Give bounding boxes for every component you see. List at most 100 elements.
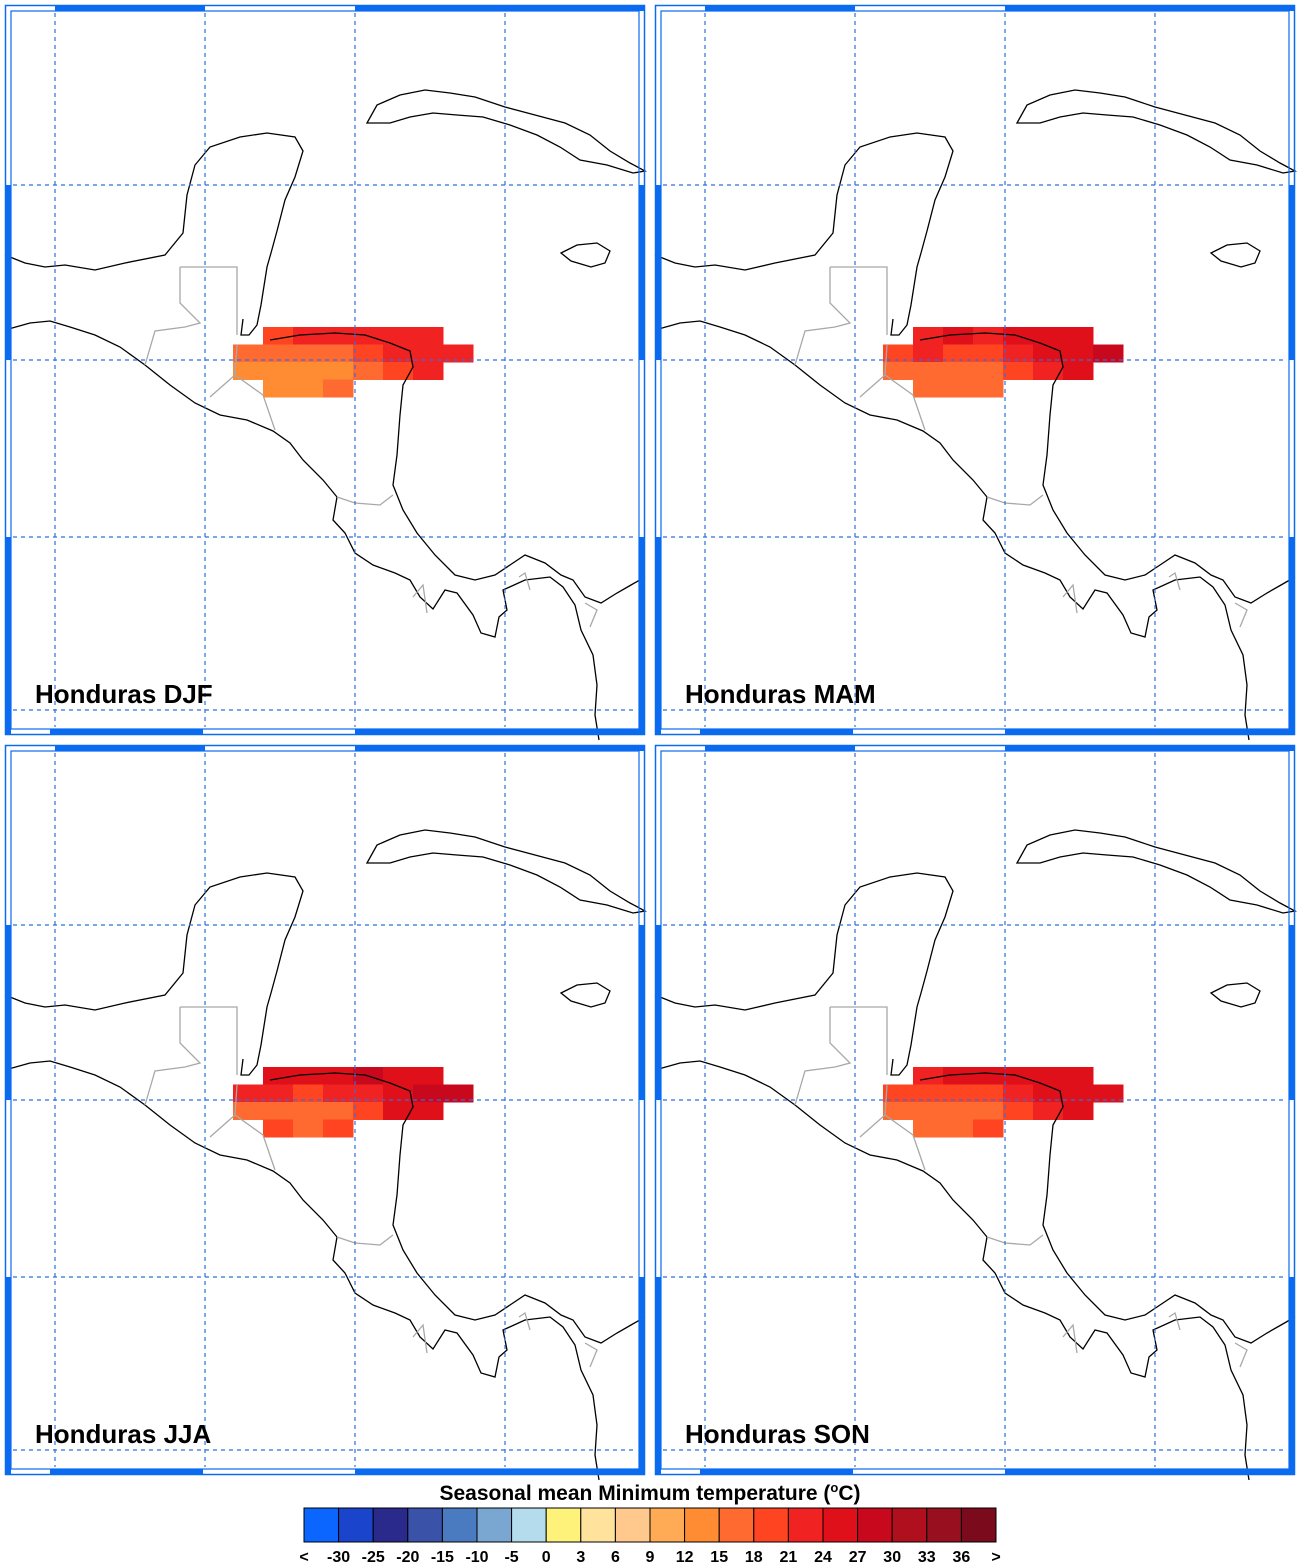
grid-cell [323, 1067, 354, 1085]
colorbar-tick-label: 6 [611, 1549, 620, 1566]
grid-cell [263, 1067, 294, 1085]
grid-cell [883, 1084, 914, 1103]
frame-ticks [655, 5, 1295, 735]
colorbar-tick-label: 15 [710, 1549, 728, 1566]
grid-cell [883, 362, 914, 380]
colorbar-swatch [787, 1507, 824, 1543]
colorbar-swatch [718, 1507, 755, 1543]
grid-cell [1003, 1084, 1034, 1103]
grid-cell [323, 1119, 354, 1138]
grid-cell [413, 327, 444, 345]
colorbar-title: Seasonal mean Minimum temperature (oC) [439, 1480, 861, 1505]
grid-cell [263, 1119, 294, 1138]
colorbar-tick-label: 24 [814, 1549, 832, 1566]
map-frame [654, 744, 1296, 1476]
grid-cell [1093, 344, 1124, 363]
colorbar-labels: < -30 -25 -20 -15 -10 -5 0 3 6 9 12 15 18 21 24 27 30 33 36… [299, 1549, 1000, 1566]
grid-cell [323, 1084, 354, 1103]
grid-cell [1063, 1102, 1094, 1120]
grid-cell [353, 362, 384, 380]
temperature-grid [883, 327, 1124, 398]
grid-cell [383, 1067, 414, 1085]
colorbar-tick-label: 33 [918, 1549, 936, 1566]
grid-cell [413, 344, 444, 363]
colorbar-swatch [372, 1507, 409, 1543]
colorbar-tick-label: 18 [745, 1549, 763, 1566]
frame-ticks [5, 5, 645, 735]
grid-cell [383, 327, 414, 345]
grid-cell [913, 1102, 944, 1120]
grid-cell [913, 362, 944, 380]
grid-cell [1063, 327, 1094, 345]
grid-cell [233, 344, 264, 363]
colorbar-swatch [545, 1507, 582, 1543]
grid-cell [913, 1084, 944, 1103]
grid-cell [1033, 362, 1064, 380]
grid-cell [263, 327, 294, 345]
grid-cell [293, 1084, 324, 1103]
grid-cell [943, 362, 974, 380]
grid-cell [353, 1102, 384, 1120]
grid-cell [913, 1119, 944, 1138]
grid-cell [973, 362, 1004, 380]
colorbar-tick-label: 27 [849, 1549, 867, 1566]
colorbar-swatch [684, 1507, 720, 1543]
grid-cell [1033, 327, 1064, 345]
colorbar-tick-label: -5 [504, 1549, 518, 1566]
grid-cell [943, 379, 974, 398]
grid-cell [1033, 1067, 1064, 1085]
colorbar-tick-label: -10 [465, 1549, 488, 1566]
grid-cell [293, 379, 324, 398]
panel-title: Honduras JJA [35, 1419, 211, 1449]
colorbar-swatch [857, 1507, 893, 1543]
grid-cell [233, 1084, 264, 1103]
grid-cell [263, 362, 294, 380]
map-frame [654, 4, 1296, 736]
grid-cell [413, 1067, 444, 1085]
grid-cell [263, 1102, 294, 1120]
grid-cell [323, 327, 354, 345]
grid-cell [323, 379, 354, 398]
colorbar-swatch [338, 1507, 374, 1543]
grid-cell [943, 344, 974, 363]
grid-cell [293, 1119, 324, 1138]
grid-cell [1093, 1084, 1124, 1103]
panel-title: Honduras SON [685, 1419, 870, 1449]
colorbar [303, 1507, 997, 1543]
colorbar-tick-label: -25 [362, 1549, 385, 1566]
grid-cell [413, 362, 444, 380]
grid-cell [293, 1102, 324, 1120]
grid-cell [913, 379, 944, 398]
grid-cell [973, 327, 1004, 345]
colorbar-swatch [303, 1507, 340, 1543]
grid-cell [353, 344, 384, 363]
grid-cell [293, 1067, 324, 1085]
colorbar-swatch [822, 1507, 859, 1543]
grid-cell [323, 1102, 354, 1120]
colorbar-tick-label: -15 [431, 1549, 454, 1566]
graticule [13, 753, 637, 1467]
grid-cell [263, 1084, 294, 1103]
grid-cell [413, 1102, 444, 1120]
map-panel-3: Honduras JJA [4, 744, 646, 1481]
grid-cell [323, 362, 354, 380]
panel-title: Honduras DJF [35, 679, 213, 709]
grid-cell [1003, 1102, 1034, 1120]
colorbar-swatch [960, 1507, 997, 1543]
grid-cell [443, 344, 474, 363]
colorbar-tick-label: 12 [676, 1549, 694, 1566]
frame-ticks [655, 745, 1295, 1475]
grid-cell [323, 344, 354, 363]
grid-cell [913, 344, 944, 363]
colorbar-tick-label: 21 [780, 1549, 798, 1566]
colorbar-swatch [891, 1507, 928, 1543]
colorbar-tick-label: > [991, 1549, 1000, 1566]
map-panel-1: Honduras DJF [4, 4, 646, 741]
colorbar-tick-label: -30 [327, 1549, 350, 1566]
grid-cell [943, 1084, 974, 1103]
grid-cell [1063, 362, 1094, 380]
colorbar-swatch [614, 1507, 651, 1543]
grid-cell [293, 362, 324, 380]
graticule [13, 13, 637, 727]
grid-cell [1063, 1084, 1094, 1103]
